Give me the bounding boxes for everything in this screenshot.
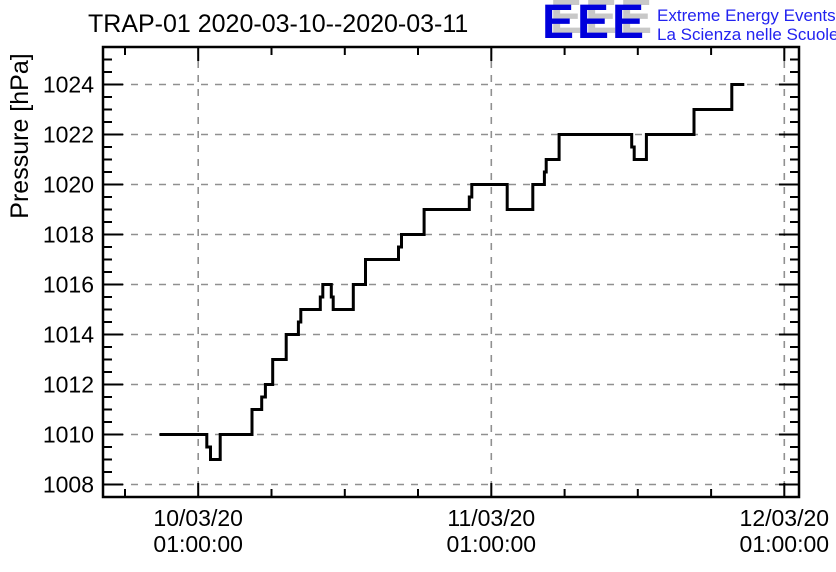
x-tick-label-time: 01:00:00	[447, 531, 537, 557]
x-tick-label-date: 12/03/20	[740, 505, 830, 531]
x-tick-label-time: 01:00:00	[153, 531, 243, 557]
y-tick-label: 1012	[43, 372, 94, 398]
y-tick-label: 1014	[43, 322, 94, 348]
x-tick-label-date: 10/03/20	[153, 505, 243, 531]
y-tick-label: 1020	[43, 172, 94, 198]
y-tick-label: 1008	[43, 472, 94, 498]
pressure-step-line	[159, 83, 745, 461]
eee-logo-tagline-line1: Extreme Energy Events	[657, 6, 836, 25]
eee-logo-acronym: EEE	[542, 0, 648, 49]
frame-and-ticks	[101, 45, 801, 499]
y-axis-title: Pressure [hPa]	[6, 53, 34, 219]
x-tick-label-date: 11/03/20	[447, 505, 535, 531]
tick-labels: 1008 1010 1012 1014 1016 1018 1020 1022 1024 10/0…	[43, 72, 829, 558]
eee-logo-tagline: Extreme Energy Events La Scienza nelle S…	[657, 6, 836, 44]
y-tick-label: 1024	[43, 72, 94, 98]
x-tick-label-time: 01:00:00	[740, 531, 830, 557]
y-tick-label: 1022	[43, 122, 94, 148]
y-tick-label: 1010	[43, 422, 94, 448]
eee-logo: EEE Extreme Energy Events La Scienza nel…	[542, 0, 836, 49]
pressure-step-path	[159, 83, 745, 461]
y-tick-label: 1018	[43, 222, 94, 248]
y-tick-label: 1016	[43, 272, 94, 298]
chart-title: TRAP-01 2020-03-10--2020-03-11	[88, 10, 469, 38]
eee-logo-tagline-line2: La Scienza nelle Scuole	[657, 25, 836, 44]
